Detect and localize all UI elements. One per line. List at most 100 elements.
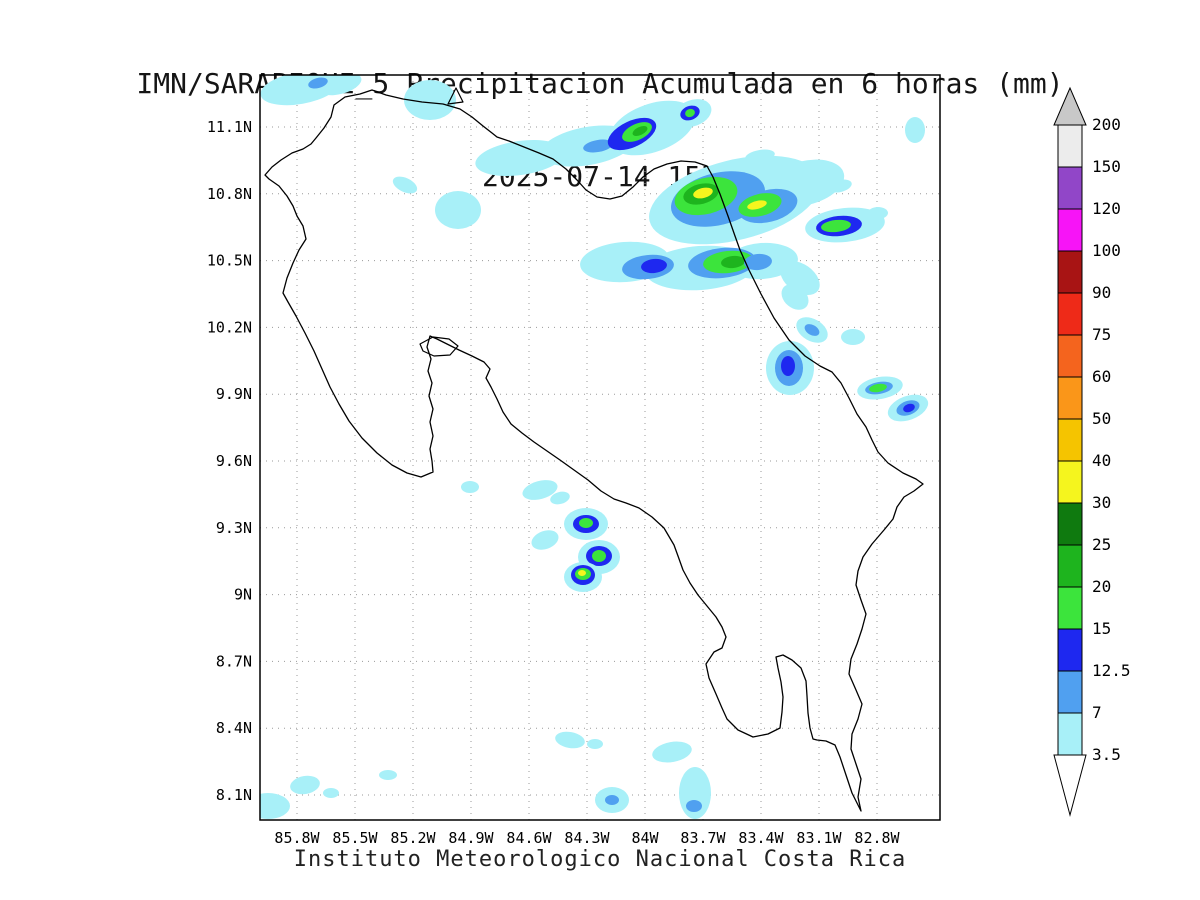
lat-tick-label: 8.4N [216, 719, 252, 737]
lat-tick-label: 9.3N [216, 519, 252, 537]
lat-tick-label: 10.2N [207, 318, 252, 336]
colorbar-segment [1057, 124, 1083, 168]
figure-caption: Instituto Meteorologico Nacional Costa R… [293, 847, 907, 872]
precip-contour [605, 795, 619, 805]
colorbar-segment [1057, 544, 1083, 588]
colorbar-label: 40 [1092, 451, 1111, 470]
precip-contour [693, 187, 713, 199]
lat-tick-label: 11.1N [207, 118, 252, 136]
lat-tick-label: 9.6N [216, 452, 252, 470]
colorbar-label: 3.5 [1092, 745, 1121, 764]
gridlines [260, 75, 940, 820]
colorbar-label: 12.5 [1092, 661, 1131, 680]
colorbar-label: 15 [1092, 619, 1111, 638]
precip-contour [744, 253, 772, 271]
lat-tick-label: 8.7N [216, 652, 252, 670]
colorbar-label: 25 [1092, 535, 1111, 554]
colorbar-label: 120 [1092, 199, 1121, 218]
precip-contour [531, 530, 559, 550]
precip-contour [828, 179, 852, 193]
lat-tick-label: 10.8N [207, 185, 252, 203]
precip-contour [592, 550, 606, 562]
colorbar-segment [1057, 292, 1083, 336]
lon-tick-label: 85.8W [274, 829, 320, 847]
precip-contour [868, 207, 888, 219]
colorbar-segment [1057, 712, 1083, 756]
precip-contour [781, 356, 795, 376]
precip-contour [781, 284, 809, 310]
colorbar-segment [1057, 418, 1083, 462]
lon-tick-label: 85.2W [390, 829, 436, 847]
precip-contour [821, 219, 851, 233]
costa-rica-outline [264, 89, 924, 812]
precip-contour [641, 258, 667, 274]
lat-tick-label: 8.1N [216, 786, 252, 804]
colorbar-label: 100 [1092, 241, 1121, 260]
precip-contour [685, 108, 695, 118]
border-lake-notch [447, 87, 464, 105]
colorbar-arrow-below-min [1053, 754, 1087, 817]
precip-contour [652, 741, 692, 763]
precip-contour [555, 731, 585, 749]
precip-contour [461, 481, 479, 493]
colorbar-segment [1057, 250, 1083, 294]
lon-tick-label: 84.9W [448, 829, 494, 847]
colorbar-segment [1057, 376, 1083, 420]
precip-contour [841, 329, 865, 345]
precip-contour [905, 117, 925, 143]
colorbar-segment [1057, 670, 1083, 714]
colorbar-segment [1057, 166, 1083, 210]
colorbar-label: 75 [1092, 325, 1111, 344]
coastlines [264, 87, 924, 812]
lon-tick-label: 83.7W [680, 829, 726, 847]
colorbar-label: 50 [1092, 409, 1111, 428]
lon-tick-label: 84W [631, 829, 659, 847]
lon-tick-label: 84.3W [564, 829, 610, 847]
colorbar-label: 60 [1092, 367, 1111, 386]
precip-contour [404, 80, 456, 120]
lat-tick-label: 10.5N [207, 252, 252, 270]
precip-contour [260, 793, 290, 819]
colorbar-label: 150 [1092, 157, 1121, 176]
lon-tick-label: 84.6W [506, 829, 552, 847]
colorbar-segment [1057, 460, 1083, 504]
precip-contour [747, 200, 767, 210]
precip-contour [578, 570, 586, 576]
precip-contour [869, 383, 887, 393]
precip-contour [903, 403, 915, 413]
precip-contour [290, 775, 320, 795]
precip-contour [435, 191, 481, 229]
lat-tick-label: 9.9N [216, 385, 252, 403]
colorbar-label: 200 [1092, 115, 1121, 134]
colorbar-label: 7 [1092, 703, 1102, 722]
precip-contour [550, 491, 570, 505]
colorbar-label: 90 [1092, 283, 1111, 302]
colorbar-segment [1057, 628, 1083, 672]
lat-tick-label: 9N [234, 586, 252, 604]
lon-tick-label: 83.1W [796, 829, 842, 847]
precip-contour [308, 77, 328, 89]
precip-contour [318, 75, 362, 96]
colorbar-label: 30 [1092, 493, 1111, 512]
colorbar-segment [1057, 208, 1083, 252]
precip-contour [804, 324, 820, 336]
colorbar-arrow-above-max [1053, 86, 1087, 126]
lon-tick-label: 85.5W [332, 829, 378, 847]
precip-contour [632, 126, 648, 136]
precip-contour [721, 255, 745, 269]
precip-contour [522, 480, 558, 500]
map-frame [259, 74, 941, 821]
precip-contour [379, 770, 397, 780]
precip-contour [587, 739, 603, 749]
axis-labels: 11.1N 10.8N 10.5N 10.2N 9.9N 9.6N 9.3N 9N 8.7N 8.… [207, 118, 901, 847]
precip-contour [323, 788, 339, 798]
colorbar-segment [1057, 334, 1083, 378]
precip-contour [686, 800, 702, 812]
colorbar-segment [1057, 586, 1083, 630]
precip-contours [260, 75, 929, 819]
colorbar-segment [1057, 502, 1083, 546]
colorbar-label: 20 [1092, 577, 1111, 596]
colorbar: 200 150 120 100 90 75 60 50 40 30 25 20 15 12.5 7 3.5 [1053, 86, 1131, 817]
precip-contour [583, 139, 613, 153]
